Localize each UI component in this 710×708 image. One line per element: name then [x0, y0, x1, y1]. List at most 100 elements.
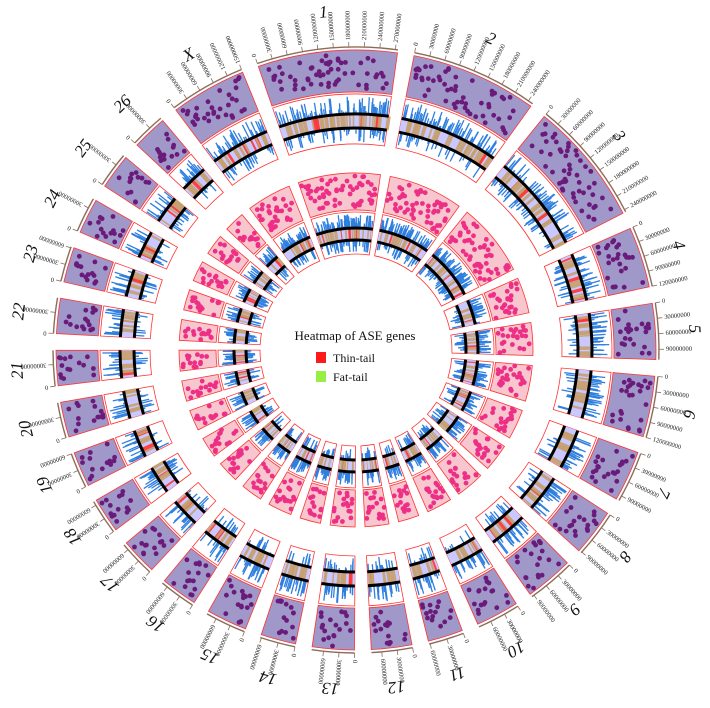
outer-snp-point [142, 529, 148, 534]
inner-heat-cell [450, 287, 462, 295]
outer-hist-bar [367, 97, 370, 115]
inner-heat-cell [248, 291, 260, 298]
inner-hist-bar [273, 445, 282, 456]
chr-scale-tick [50, 311, 56, 313]
outer-hist-bar [158, 197, 170, 207]
inner-snp-point [491, 406, 496, 411]
inner-hist-bar [453, 373, 463, 378]
outer-hist-bar [146, 211, 160, 221]
outer-hist-bar [105, 331, 121, 335]
chr-tick-label: 90000000 [585, 554, 609, 577]
outer-heat-cell [130, 277, 145, 285]
outer-dark-arc [321, 581, 355, 588]
inner-points-track [268, 471, 305, 516]
chr-tick-label: 240000000 [377, 12, 386, 42]
outer-snp-point [182, 584, 188, 590]
inner-dark-arc [253, 294, 262, 308]
inner-heat-cell [317, 454, 323, 467]
inner-heat-cell [454, 398, 466, 406]
inner-heat-cell [410, 445, 418, 456]
outer-snp-point [615, 469, 621, 474]
chr-tick-label: 60000000 [316, 658, 326, 685]
inner-hist-bar [460, 279, 472, 288]
inner-dark-arc [251, 387, 260, 401]
outer-snp-point [325, 70, 331, 75]
outer-heat-cell [568, 280, 583, 288]
outer-hist-bar [217, 515, 225, 525]
inner-heat-cell [429, 430, 439, 441]
inner-heat-cell [270, 428, 280, 438]
outer-heat-cell [205, 521, 217, 534]
outer-hist-bar [550, 208, 564, 218]
outer-heat-cell [247, 546, 256, 561]
inner-hist-bar [446, 391, 457, 397]
outer-dark-arc [503, 165, 568, 244]
outer-hist-bar [449, 151, 456, 162]
outer-hist-bar [134, 334, 145, 337]
outer-hist-bar [464, 160, 473, 171]
outer-heat-cell [121, 324, 136, 328]
outer-snp-point [569, 522, 575, 528]
outer-hist-bar [585, 290, 601, 296]
inner-snp-point [440, 489, 446, 494]
outer-snp-point [344, 613, 349, 619]
inner-snp-point [224, 259, 229, 265]
inner-hist-bar [406, 433, 415, 444]
inner-hist-bar [253, 386, 263, 392]
chr-label: 1 [318, 2, 328, 22]
outer-hist-bar [330, 584, 334, 599]
inner-dark-arc [319, 238, 372, 248]
inner-hist-bar [399, 224, 405, 237]
inner-chr-2 [374, 175, 460, 273]
outer-hist-bar [141, 403, 155, 409]
outer-snp-point [452, 88, 458, 93]
outer-heat-cell [254, 136, 263, 150]
inner-snp-point [509, 304, 514, 310]
outer-dark-arc [138, 273, 149, 300]
outer-snp-point [333, 622, 339, 628]
inner-heat-cell [457, 390, 470, 396]
chr-tick-label: 0 [351, 660, 358, 663]
outer-snp-point [144, 542, 149, 548]
outer-snp-point [128, 498, 134, 503]
outer-snp-point [364, 86, 369, 91]
inner-hist-bar [302, 461, 308, 472]
chr-tick-label: 90000000 [293, 19, 304, 46]
inner-heat-cell [234, 339, 247, 342]
inner-points-track [389, 480, 420, 523]
outer-hist-bar [515, 203, 524, 211]
outer-hist-bar [298, 579, 303, 592]
outer-snp-point [194, 105, 200, 111]
outer-hist-bar [121, 437, 138, 445]
outer-snp-point [161, 543, 167, 548]
inner-heat-cell [244, 297, 257, 305]
outer-heat-cell [126, 402, 141, 408]
chr-label: 5 [685, 324, 704, 334]
inner-hist-bar [476, 330, 487, 334]
chr-scale-tick [60, 262, 66, 265]
chr-scale-tick [134, 560, 139, 565]
outer-hist-bar [370, 101, 373, 115]
outer-heat-cell [144, 243, 158, 252]
inner-snp-point [334, 188, 339, 194]
outer-hist-bar [469, 556, 477, 568]
inner-hist-bar [227, 306, 241, 313]
inner-snp-point [235, 465, 241, 471]
outer-hist-bar [513, 524, 523, 536]
inner-snp-point [200, 276, 206, 281]
chr-scale-tick [316, 44, 319, 50]
chr-scale-tick [255, 58, 258, 64]
outer-snp-point [505, 600, 511, 605]
outer-snp-point [132, 544, 137, 550]
outer-dark-arc [192, 179, 214, 200]
chr-scale-arc [311, 649, 355, 654]
outer-hist-bar [591, 329, 607, 333]
inner-hist-bar [273, 415, 283, 424]
chr-label: 21 [7, 361, 27, 379]
outer-heat-cell [371, 114, 375, 129]
outer-snp-point [74, 261, 79, 266]
chr-tick-label: 120000000 [209, 41, 228, 70]
outer-heat-cell [424, 560, 431, 575]
chr-tick-label: 0 [614, 516, 621, 524]
outer-hist-bar [496, 538, 509, 554]
